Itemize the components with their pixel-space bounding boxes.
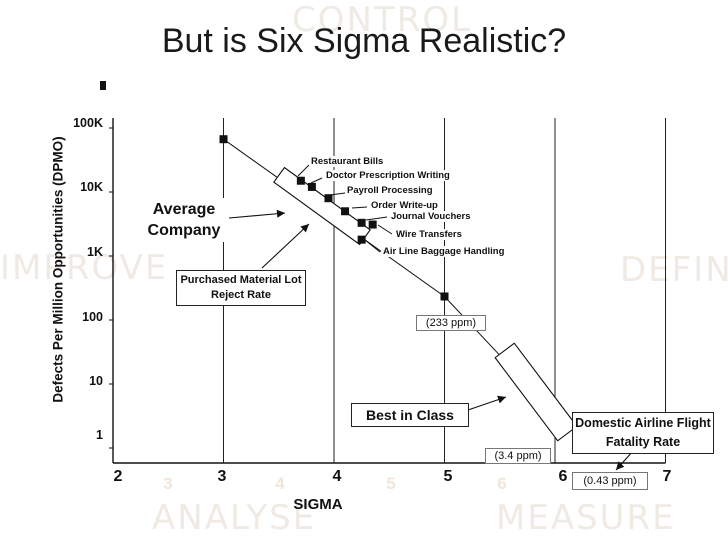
- data-point: [307, 182, 316, 191]
- stray-marker: [100, 81, 106, 90]
- y-tick-label: 10: [89, 374, 103, 388]
- x-tick-label: 2: [113, 468, 123, 485]
- y-tick-label: 100K: [73, 116, 103, 130]
- point-label: Doctor Prescription Writing: [324, 170, 452, 181]
- leader-line: [364, 239, 381, 253]
- average-company-arrow-head: [276, 209, 285, 218]
- data-point: [219, 135, 228, 144]
- point-label: Payroll Processing: [345, 185, 435, 196]
- point-label: Air Line Baggage Handling: [381, 246, 507, 257]
- y-tick-label: 1: [96, 428, 103, 442]
- watermark-control: CONTROL: [292, 0, 473, 40]
- x-tick-label: 5: [443, 468, 453, 485]
- point-label: Order Write-up: [369, 200, 440, 211]
- leader-line: [297, 164, 310, 177]
- point-label: Wire Transfers: [394, 229, 464, 240]
- ppm-0-43-box: (0.43 ppm): [572, 472, 648, 490]
- x-tick-label: 6: [558, 468, 568, 485]
- x-alt-tick-label: 6: [497, 474, 507, 493]
- watermark-define: DEFINE: [620, 250, 728, 290]
- y-tick-label: 10K: [80, 180, 103, 194]
- watermark-improve: IMPROVE: [0, 248, 169, 288]
- average-company-arrow: [228, 212, 286, 219]
- point-label: Restaurant Bills: [309, 156, 386, 167]
- ppm-233-box: (233 ppm): [416, 315, 486, 331]
- data-point: [341, 207, 350, 216]
- x-axis-label: SIGMA: [293, 496, 343, 513]
- data-point: [368, 220, 377, 229]
- best-in-class-box: Best in Class: [351, 403, 469, 427]
- leader-line: [329, 192, 346, 196]
- leader-line: [351, 206, 368, 209]
- x-tick-label: 7: [662, 468, 672, 485]
- x-tick-label: 4: [332, 468, 342, 485]
- data-point: [440, 292, 449, 301]
- airline-fatality-box: Domestic Airline Flight Fatality Rate: [572, 412, 714, 454]
- purchased-material-box: Purchased Material Lot Reject Rate: [176, 270, 306, 306]
- data-point: [357, 218, 366, 227]
- average-company-box: Average Company: [141, 198, 227, 242]
- ppm-3-4-box: (3.4 ppm): [485, 448, 551, 464]
- slide-title: But is Six Sigma Realistic?: [161, 22, 567, 60]
- leader-line: [377, 224, 393, 235]
- x-alt-tick-label: 3: [163, 474, 173, 493]
- x-tick-label: 3: [217, 468, 227, 485]
- watermark-measure: MEASURE: [496, 498, 676, 538]
- data-point: [324, 194, 333, 203]
- point-label: Journal Vouchers: [389, 211, 473, 222]
- data-point: [296, 176, 305, 185]
- airline-fatality-arrow-head: [616, 461, 625, 470]
- leader-line: [310, 177, 323, 184]
- best-in-class-band: [494, 342, 578, 442]
- purchased-material-arrow: [261, 223, 310, 269]
- x-alt-tick-label: 4: [275, 474, 285, 493]
- y-tick-label: 1K: [87, 245, 103, 259]
- y-tick-label: 100: [82, 310, 103, 324]
- x-alt-tick-label: 5: [386, 474, 396, 493]
- leader-line: [365, 216, 388, 221]
- watermark-analyse: ANALYSE: [152, 498, 317, 538]
- best-in-class-arrow-head: [497, 395, 506, 404]
- purchased-material-arrow-head: [300, 224, 309, 233]
- data-point: [357, 235, 366, 244]
